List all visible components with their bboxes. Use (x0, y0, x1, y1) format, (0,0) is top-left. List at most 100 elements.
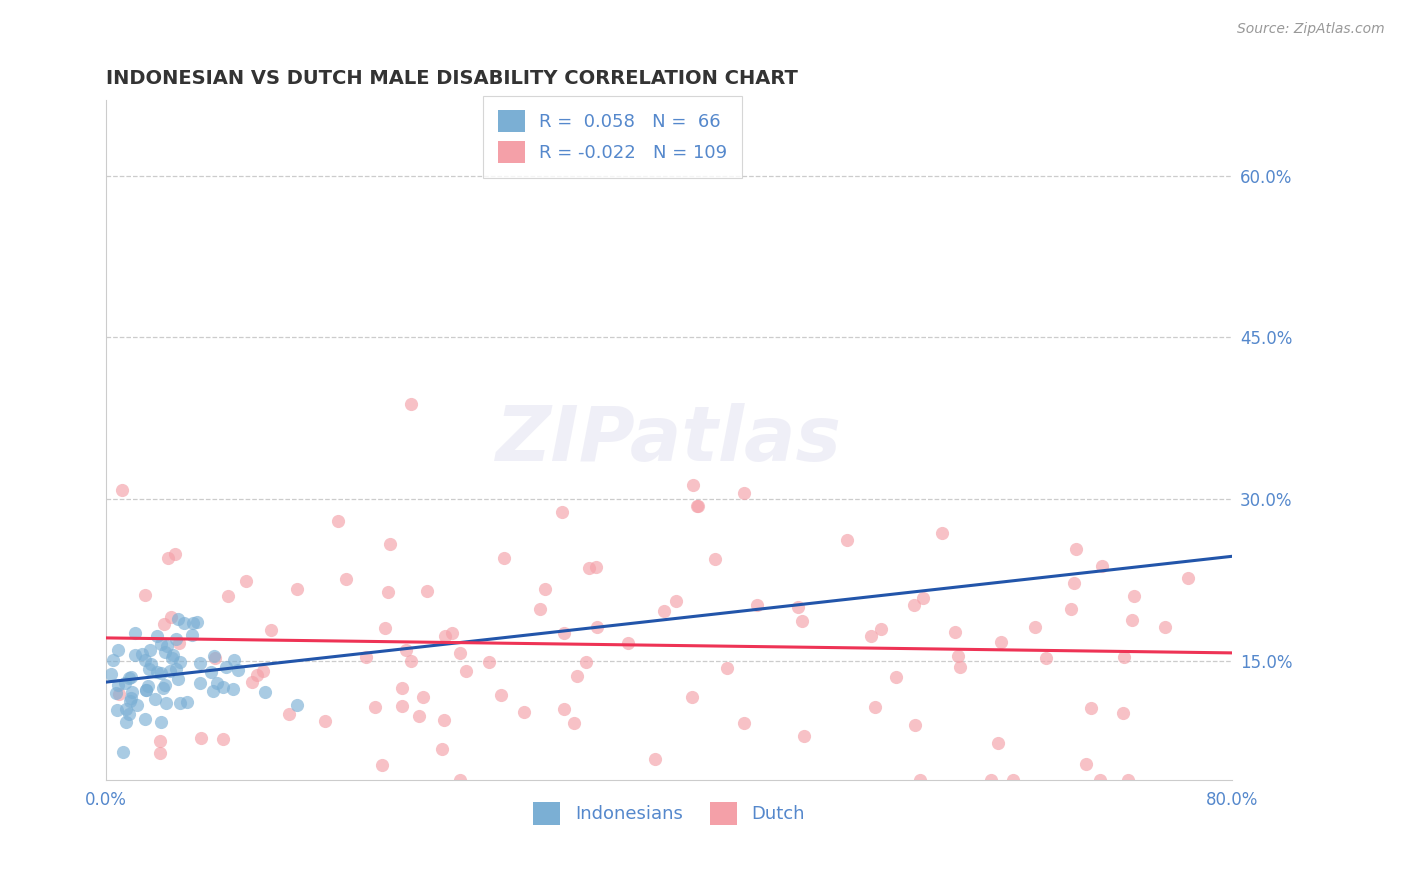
Point (173, 615, 195, 630)
Point (134, 712, 156, 726)
Point (378, 537, 401, 551)
Point (326, 514, 349, 528)
Point (449, 646, 471, 660)
Point (1001, 772, 1024, 787)
Point (120, 694, 142, 708)
Point (169, 696, 191, 710)
Point (103, 653, 125, 667)
Point (212, 681, 235, 695)
Point (745, 598, 768, 612)
Point (134, 653, 156, 667)
Point (987, 736, 1010, 750)
Point (240, 674, 263, 689)
Point (682, 478, 704, 492)
Point (553, 701, 575, 715)
Point (335, 572, 357, 586)
Point (114, 676, 136, 690)
Point (903, 598, 925, 612)
Point (124, 648, 146, 662)
Point (441, 626, 464, 640)
Point (433, 629, 456, 643)
Point (430, 742, 453, 756)
Point (226, 663, 249, 677)
Point (107, 678, 129, 692)
Point (644, 752, 666, 766)
Point (117, 671, 139, 685)
Point (1091, 558, 1114, 573)
Point (492, 551, 515, 566)
Point (793, 729, 815, 743)
Point (416, 583, 439, 598)
Point (176, 695, 198, 709)
Point (159, 664, 181, 678)
Point (686, 499, 709, 513)
Point (1123, 589, 1146, 603)
Point (585, 559, 607, 574)
Point (190, 731, 212, 745)
Point (943, 625, 966, 640)
Point (157, 550, 180, 565)
Point (567, 669, 589, 683)
Point (550, 505, 572, 519)
Point (156, 640, 179, 654)
Point (1063, 576, 1085, 591)
Point (870, 623, 893, 637)
Point (1121, 613, 1143, 627)
Point (1035, 651, 1057, 665)
Point (131, 647, 153, 661)
Point (575, 655, 598, 669)
Point (652, 604, 675, 618)
Point (125, 698, 148, 712)
Point (145, 691, 167, 706)
Point (138, 643, 160, 657)
Point (529, 601, 551, 615)
Point (391, 699, 413, 714)
Point (202, 648, 225, 663)
Point (374, 621, 396, 635)
Point (188, 656, 211, 670)
Point (114, 702, 136, 716)
Point (150, 715, 173, 730)
Point (165, 547, 187, 561)
Point (169, 656, 191, 670)
Point (787, 599, 810, 614)
Point (160, 609, 183, 624)
Point (153, 678, 176, 692)
Text: Source: ZipAtlas.com: Source: ZipAtlas.com (1237, 22, 1385, 37)
Point (214, 660, 236, 674)
Point (155, 645, 177, 659)
Point (733, 486, 755, 500)
Point (1060, 602, 1083, 616)
Point (1177, 571, 1199, 585)
Point (115, 714, 138, 729)
Point (733, 716, 755, 731)
Point (235, 574, 257, 589)
Point (1116, 772, 1139, 787)
Point (134, 588, 156, 602)
Point (665, 594, 688, 608)
Point (121, 685, 143, 699)
Point (134, 683, 156, 698)
Point (617, 636, 640, 650)
Point (553, 625, 575, 640)
Point (948, 649, 970, 664)
Point (454, 664, 477, 678)
Point (111, 483, 134, 498)
Point (886, 670, 908, 684)
Point (1064, 541, 1087, 556)
Point (120, 691, 142, 706)
Point (149, 746, 172, 760)
Point (904, 718, 927, 732)
Point (211, 732, 233, 747)
Point (395, 642, 418, 657)
Point (356, 649, 378, 664)
Point (703, 552, 725, 566)
Point (149, 733, 172, 747)
Point (201, 684, 224, 698)
Point (260, 623, 283, 637)
Point (217, 589, 239, 603)
Point (186, 615, 208, 629)
Point (489, 689, 512, 703)
Point (200, 665, 222, 679)
Point (285, 698, 308, 713)
